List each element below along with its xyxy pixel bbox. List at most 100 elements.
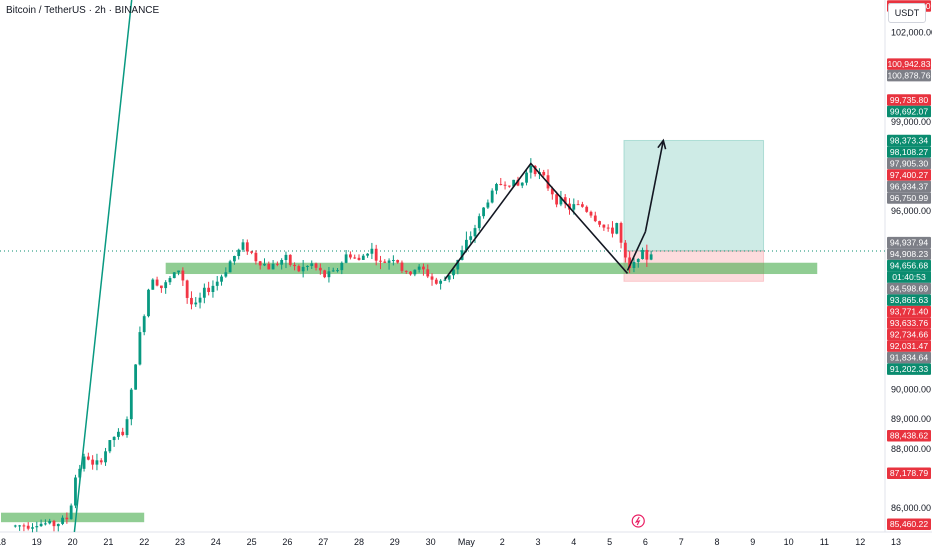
candle-body-26 [125,419,129,436]
x-tick-label-17: 5 [607,537,612,547]
candle-body-66 [297,266,301,272]
candle-body-127 [559,197,563,205]
candle-body-67 [301,266,305,272]
y-tick-label-4: 89,000.00 [891,414,931,424]
candle-body-117 [516,179,520,186]
candle-body-43 [198,297,202,303]
candle-body-68 [306,265,309,267]
currency-button[interactable]: USDT [888,3,926,23]
price-tag-bg-2 [887,69,931,82]
candle-body-136 [598,221,601,225]
candle-body-73 [327,271,331,278]
candle-body-147 [645,249,649,260]
candle-body-148 [649,254,653,260]
x-tick-label-22: 10 [784,537,794,547]
candle-body-52 [237,249,241,257]
candle-body-143 [628,257,632,268]
candle-body-87 [387,260,391,263]
candle-body-34 [159,285,163,289]
candle-body-15 [78,468,82,478]
candle-body-100 [443,279,447,281]
candle-body-96 [426,269,430,277]
candle-body-126 [555,194,559,205]
price-tag-bg-1 [887,58,931,70]
candle-body-63 [284,254,288,260]
y-tick-label-1: 99,000.00 [891,117,931,127]
candle-body-112 [495,184,498,191]
candle-body-28 [134,364,138,390]
lightning-glyph [634,516,641,526]
price-tag-bg-24 [887,518,931,531]
candle-body-115 [507,185,511,187]
x-tick-label-4: 22 [139,537,149,547]
candle-body-85 [379,260,382,262]
price-tag-label-8: 97,400.27 [890,170,928,180]
candle-body-0 [13,525,17,527]
candle-body-19 [95,460,99,465]
candle-body-24 [117,431,120,437]
price-tag-bg-3 [887,94,931,106]
price-tag-label-9: 96,934.37 [890,181,928,191]
countdown-label: 01:40:53 [892,272,926,282]
candle-body-81 [361,255,365,260]
price-tag-label-13: 94,656.68 [890,260,928,270]
candle-body-37 [172,272,176,279]
candle-body-23 [112,436,116,441]
candle-body-94 [417,266,421,270]
price-tag-label-24: 85,460.22 [890,519,928,529]
candle-body-35 [164,282,168,289]
x-tick-label-13: May [458,537,476,547]
x-tick-label-25: 13 [891,537,901,547]
candle-body-99 [439,280,443,284]
candle-body-141 [619,223,623,243]
y-tick-label-6: 86,000.00 [891,503,931,513]
candle-body-118 [520,182,524,186]
candle-body-82 [366,253,369,256]
candle-body-47 [215,281,219,286]
candle-body-65 [293,264,296,267]
candle-body-50 [228,261,232,273]
price-tag-label-6: 98,108.27 [890,147,928,157]
price-tag-bg-17 [887,317,931,329]
trend-line [73,0,133,533]
candle-body-137 [602,224,606,228]
candle-body-18 [91,459,95,465]
candle-body-6 [39,523,43,527]
x-tick-label-0: 18 [0,537,6,547]
candle-body-140 [615,223,619,234]
support-zone-1 [1,512,145,523]
price-tag-label-15: 93,865.63 [890,295,928,305]
support-zone-0 [165,262,818,275]
price-tag-bg-10 [887,192,931,204]
price-tag-bg-11 [887,236,931,249]
price-tag-bg-14 [887,282,931,295]
pattern-line-0 [444,162,629,280]
candle-body-101 [447,275,451,280]
x-tick-label-6: 24 [211,537,221,547]
candle-body-76 [340,262,344,271]
candle-body-79 [353,257,357,259]
price-tag-label-17: 93,633.76 [890,318,928,328]
candle-body-131 [576,204,580,206]
x-tick-label-20: 8 [714,537,719,547]
candle-body-107 [473,228,477,237]
candle-body-13 [69,505,73,520]
price-tag-label-11: 94,937.94 [890,237,928,247]
candle-body-7 [43,523,47,525]
candle-body-139 [611,227,614,234]
candle-body-56 [254,252,258,262]
price-tag-label-19: 92,031.47 [890,341,928,351]
price-tag-label-22: 88,438.62 [890,431,928,441]
candle-body-78 [349,254,352,258]
x-tick-label-2: 20 [68,537,78,547]
candle-body-130 [572,204,576,210]
candle-body-48 [220,276,223,282]
projection-arrowhead [657,138,667,150]
x-tick-label-5: 23 [175,537,185,547]
price-tag-label-21: 91,202.33 [890,364,928,374]
candle-body-91 [404,270,408,272]
price-tag-bg-22 [887,429,931,442]
x-tick-label-9: 27 [318,537,328,547]
